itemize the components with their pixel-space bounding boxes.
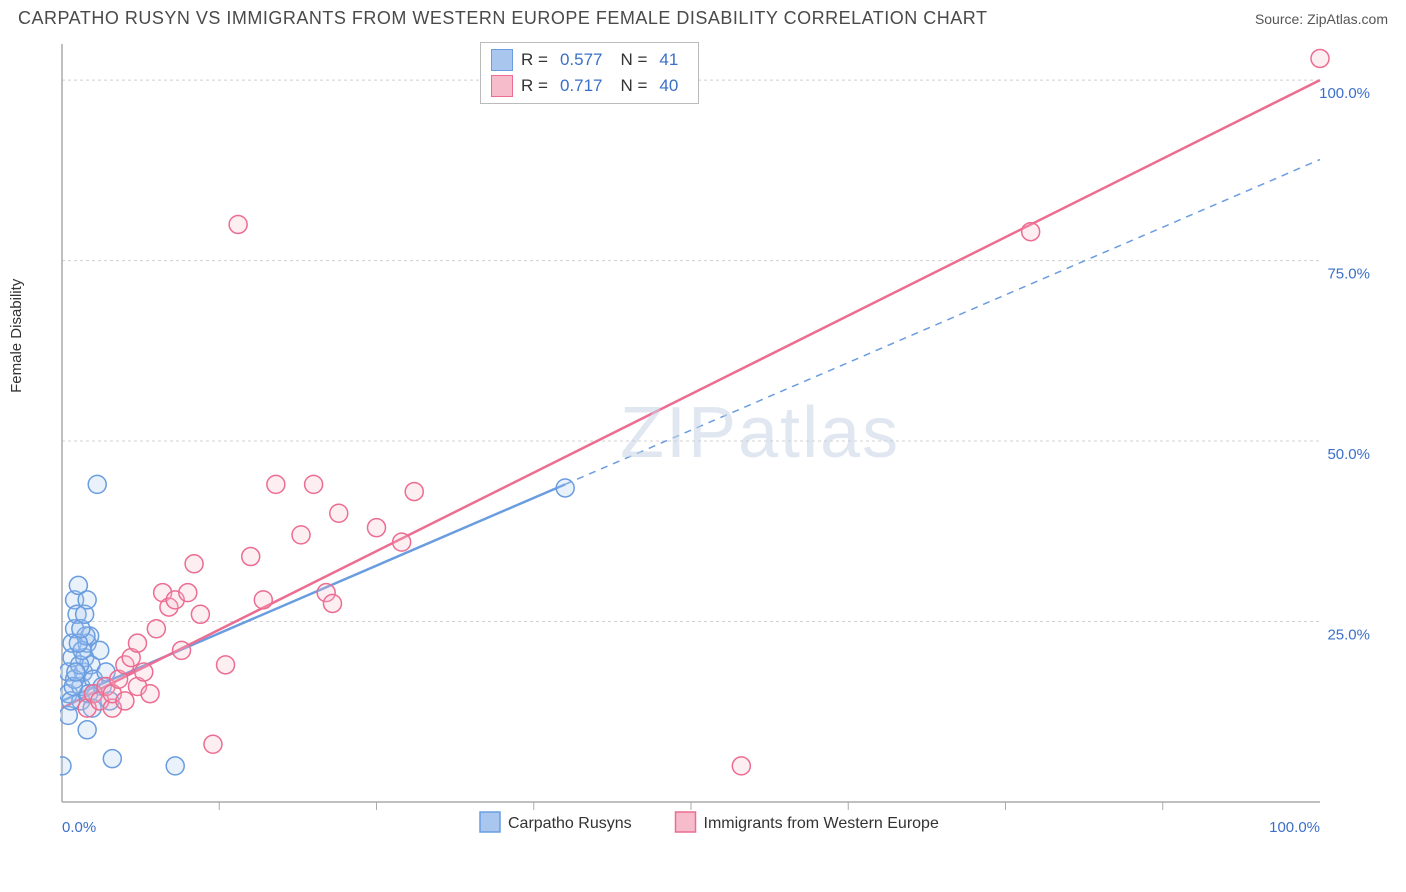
svg-text:100.0%: 100.0% [1319, 85, 1370, 102]
svg-text:Carpatho Rusyns: Carpatho Rusyns [508, 815, 632, 832]
chart-header: CARPATHO RUSYN VS IMMIGRANTS FROM WESTER… [0, 0, 1406, 35]
legend-n-label: N = [620, 50, 647, 70]
svg-text:25.0%: 25.0% [1327, 627, 1370, 644]
legend-stats-row-a: R = 0.577 N = 41 [491, 47, 688, 73]
svg-text:0.0%: 0.0% [62, 819, 96, 836]
swatch-series-b [491, 75, 513, 97]
legend-r-label: R = [521, 50, 548, 70]
legend-r-label: R = [521, 76, 548, 96]
legend-r-value-a: 0.577 [560, 50, 603, 70]
chart-source: Source: ZipAtlas.com [1255, 11, 1388, 27]
legend-stats-row-b: R = 0.717 N = 40 [491, 73, 688, 99]
swatch-series-a [491, 49, 513, 71]
plot-area: 25.0%50.0%75.0%100.0%0.0%100.0%Carpatho … [60, 42, 1380, 822]
svg-text:75.0%: 75.0% [1327, 266, 1370, 283]
legend-r-value-b: 0.717 [560, 76, 603, 96]
y-axis-label: Female Disability [8, 279, 25, 393]
chart-title: CARPATHO RUSYN VS IMMIGRANTS FROM WESTER… [18, 8, 987, 29]
chart-container: Female Disability 25.0%50.0%75.0%100.0%0… [18, 40, 1388, 860]
legend-n-value-a: 41 [659, 50, 678, 70]
svg-text:100.0%: 100.0% [1269, 819, 1320, 836]
scatter-svg: 25.0% 50.0% 75.0% 100.0% 0.0% 100.0% Carpatho … [60, 42, 1380, 862]
svg-text:Immigrants from Western Europe: Immigrants from Western Europe [704, 815, 939, 832]
svg-text:50.0%: 50.0% [1327, 446, 1370, 463]
legend-n-value-b: 40 [659, 76, 678, 96]
legend-stats: R = 0.577 N = 41 R = 0.717 N = 40 [480, 42, 699, 104]
legend-n-label: N = [620, 76, 647, 96]
